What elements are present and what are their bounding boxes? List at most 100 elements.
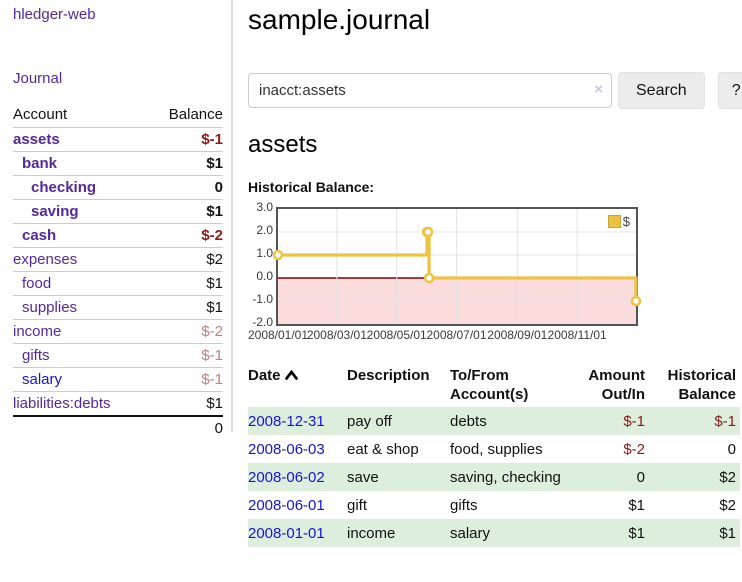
account-link[interactable]: supplies bbox=[22, 299, 78, 316]
chart-title: Historical Balance: bbox=[248, 179, 375, 195]
register-row: 2008-01-01 income salary $1 $1 bbox=[248, 519, 740, 547]
register-row: 2008-06-03 eat & shop food, supplies $-2 0 bbox=[248, 435, 740, 463]
sidebar: hledger-web Journal Account Balance asse… bbox=[0, 0, 233, 437]
chart-canvas bbox=[272, 209, 642, 324]
transaction-date-link[interactable]: 2008-06-03 bbox=[248, 441, 325, 458]
search-button[interactable]: Search bbox=[618, 72, 705, 109]
balance-chart: $ 3.0 2.0 1.0 0.0 -1.0 -2.0 2008/01/01 2008/03/… bbox=[248, 199, 668, 347]
register-row: 2008-12-31 pay off debts $-1 $-1 bbox=[248, 407, 740, 435]
transaction-date-link[interactable]: 2008-06-01 bbox=[248, 497, 325, 514]
sort-ascending-icon bbox=[284, 369, 298, 380]
account-balance: $-2 bbox=[201, 227, 223, 244]
transaction-amount: $1 bbox=[628, 497, 645, 514]
x-tick-label: 2008/09/01 bbox=[487, 328, 548, 342]
register-header-balance: Historical Balance bbox=[667, 367, 736, 403]
transaction-date-link[interactable]: 2008-12-31 bbox=[248, 413, 325, 430]
account-row: cash $-2 bbox=[13, 223, 223, 248]
transaction-balance: 0 bbox=[727, 441, 736, 458]
search-input[interactable] bbox=[248, 73, 612, 108]
x-tick-label: 2008/05/01 bbox=[366, 328, 427, 342]
account-balance: $1 bbox=[206, 395, 223, 412]
transaction-amount: $1 bbox=[628, 525, 645, 542]
account-link[interactable]: expenses bbox=[13, 251, 78, 268]
account-row: food $1 bbox=[13, 271, 223, 296]
account-row: saving $1 bbox=[13, 199, 223, 224]
account-link[interactable]: bank bbox=[22, 155, 58, 172]
account-page-title: assets bbox=[248, 131, 318, 158]
accounts-body: assets $-1 bank $1 checking 0 saving $1 cash $-2 e… bbox=[13, 127, 223, 417]
account-balance: $-1 bbox=[201, 131, 223, 148]
app-title-link[interactable]: hledger-web bbox=[13, 6, 96, 23]
account-balance: $2 bbox=[206, 251, 223, 268]
account-link[interactable]: saving bbox=[31, 203, 79, 220]
register-header-description: Description bbox=[347, 367, 430, 384]
help-button[interactable]: ? bbox=[717, 72, 742, 109]
account-link[interactable]: gifts bbox=[22, 347, 50, 364]
accounts-total-row: 0 bbox=[13, 416, 223, 440]
x-tick-label: 2008/01/01 bbox=[247, 328, 309, 342]
sidebar-item-journal[interactable]: Journal bbox=[13, 70, 63, 87]
account-balance: $1 bbox=[206, 299, 223, 316]
transaction-balance: $-1 bbox=[714, 413, 736, 430]
transaction-balance: $2 bbox=[719, 469, 736, 486]
transaction-amount: 0 bbox=[636, 469, 645, 486]
register-header-amount: Amount Out/In bbox=[588, 367, 645, 403]
chart-legend: $ bbox=[605, 213, 632, 230]
transaction-accounts: salary bbox=[450, 525, 491, 542]
transaction-description: gift bbox=[347, 497, 368, 514]
account-balance: 0 bbox=[214, 179, 223, 196]
search-box: × bbox=[248, 73, 612, 108]
account-balance: $-2 bbox=[201, 323, 223, 340]
account-row: liabilities:debts $1 bbox=[13, 391, 223, 417]
account-row: salary $-1 bbox=[13, 367, 223, 392]
transaction-accounts: gifts bbox=[450, 497, 478, 514]
y-tick-label: -2.0 bbox=[252, 315, 273, 329]
accounts-total-value: 0 bbox=[214, 420, 223, 437]
account-row: income $-2 bbox=[13, 319, 223, 344]
transaction-date-link[interactable]: 2008-01-01 bbox=[248, 525, 325, 542]
register-header-date[interactable]: Date bbox=[248, 363, 347, 407]
transaction-amount: $-1 bbox=[623, 413, 645, 430]
x-tick-label: 2008/03/01 bbox=[306, 328, 367, 342]
transaction-description: pay off bbox=[347, 413, 392, 430]
x-tick-label: 2008/11/01 bbox=[547, 328, 607, 342]
transaction-balance: $1 bbox=[719, 525, 736, 542]
account-link[interactable]: salary bbox=[22, 371, 63, 388]
page: hledger-web Journal Account Balance asse… bbox=[0, 0, 742, 547]
y-tick-label: 3.0 bbox=[256, 200, 273, 214]
account-balance: $1 bbox=[206, 203, 223, 220]
account-balance: $-1 bbox=[201, 371, 223, 388]
balance-chart-plot[interactable]: $ bbox=[272, 207, 642, 326]
transaction-date-link[interactable]: 2008-06-02 bbox=[248, 469, 325, 486]
main-content: sample.journal × Search ? assets Histori… bbox=[233, 0, 742, 547]
x-tick-label: 2008/07/01 bbox=[426, 328, 487, 342]
account-row: supplies $1 bbox=[13, 295, 223, 320]
register-row: 2008-06-02 save saving, checking 0 $2 bbox=[248, 463, 740, 491]
y-tick-label: 0.0 bbox=[256, 269, 273, 283]
accounts-header-account: Account bbox=[13, 106, 68, 123]
account-link[interactable]: assets bbox=[13, 131, 60, 148]
register-row: 2008-06-01 gift gifts $1 $2 bbox=[248, 491, 740, 519]
register-header-accounts: To/From Account(s) bbox=[450, 367, 529, 403]
y-tick-label: -1.0 bbox=[252, 292, 273, 306]
transaction-accounts: saving, checking bbox=[450, 469, 561, 486]
legend-label: $ bbox=[622, 214, 630, 229]
account-link[interactable]: food bbox=[22, 275, 52, 292]
search-bar: × Search ? bbox=[248, 72, 742, 109]
account-row: checking 0 bbox=[13, 175, 223, 200]
accounts-header-balance: Balance bbox=[168, 106, 223, 123]
account-link[interactable]: liabilities:debts bbox=[13, 395, 111, 412]
account-balance: $-1 bbox=[201, 347, 223, 364]
account-link[interactable]: cash bbox=[22, 227, 57, 244]
transaction-accounts: debts bbox=[450, 413, 487, 430]
transaction-amount: $-2 bbox=[623, 441, 645, 458]
transaction-balance: $2 bbox=[719, 497, 736, 514]
account-link[interactable]: checking bbox=[31, 179, 97, 196]
transaction-description: income bbox=[347, 525, 396, 542]
account-row: expenses $2 bbox=[13, 247, 223, 272]
y-tick-label: 2.0 bbox=[256, 223, 273, 237]
transaction-accounts: food, supplies bbox=[450, 441, 543, 458]
clear-search-icon[interactable]: × bbox=[594, 81, 603, 98]
account-link[interactable]: income bbox=[13, 323, 62, 340]
transaction-description: eat & shop bbox=[347, 441, 419, 458]
